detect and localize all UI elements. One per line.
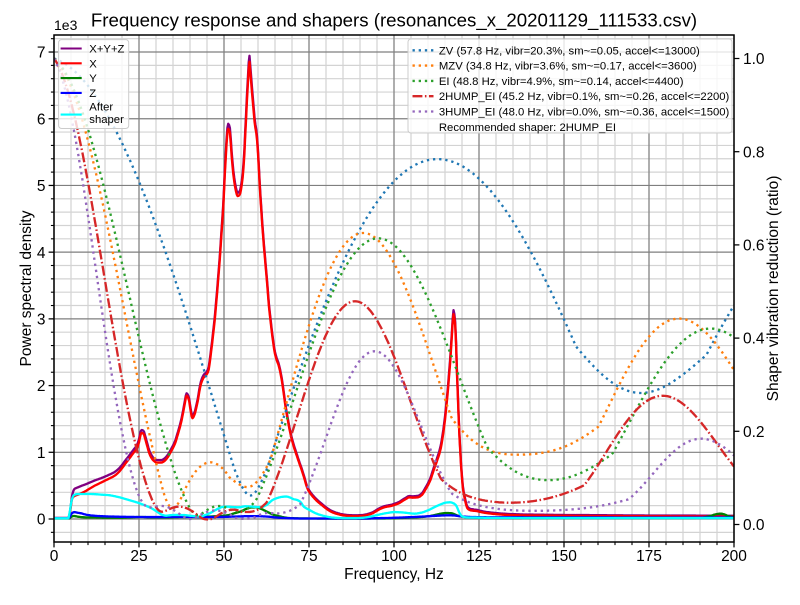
svg-text:0.6: 0.6	[743, 238, 765, 255]
svg-text:Recommended shaper: 2HUMP_EI: Recommended shaper: 2HUMP_EI	[439, 122, 616, 134]
svg-text:4: 4	[37, 245, 46, 262]
svg-text:75: 75	[300, 548, 317, 565]
svg-text:MZV (34.8 Hz, vibr=3.6%, sm~=0: MZV (34.8 Hz, vibr=3.6%, sm~=0.17, accel…	[439, 61, 697, 73]
svg-text:200: 200	[721, 548, 747, 565]
svg-text:6: 6	[37, 111, 46, 128]
svg-text:3HUMP_EI (48.0 Hz, vibr=0.0%,: 3HUMP_EI (48.0 Hz, vibr=0.0%, sm~=0.36, …	[439, 107, 730, 119]
svg-text:0.2: 0.2	[743, 424, 765, 441]
svg-text:0: 0	[50, 548, 59, 565]
svg-text:Z: Z	[89, 88, 96, 100]
svg-text:7: 7	[37, 45, 46, 62]
svg-text:100: 100	[381, 548, 407, 565]
svg-text:Frequency response and shapers: Frequency response and shapers (resonanc…	[91, 10, 697, 32]
svg-text:X+Y+Z: X+Y+Z	[89, 44, 124, 56]
svg-text:3: 3	[37, 312, 46, 329]
svg-text:0.0: 0.0	[743, 517, 765, 534]
svg-text:1: 1	[37, 445, 46, 462]
svg-text:X: X	[89, 58, 97, 70]
svg-text:5: 5	[37, 178, 46, 195]
svg-text:Shaper vibration reduction (ra: Shaper vibration reduction (ratio)	[765, 176, 782, 402]
svg-text:shaper: shaper	[89, 114, 124, 126]
svg-text:175: 175	[636, 548, 662, 565]
svg-text:Power spectral density: Power spectral density	[18, 210, 35, 366]
svg-text:25: 25	[130, 548, 147, 565]
svg-text:After: After	[89, 101, 113, 113]
svg-text:0.4: 0.4	[743, 331, 765, 348]
svg-text:50: 50	[215, 548, 233, 565]
svg-text:Frequency, Hz: Frequency, Hz	[344, 566, 444, 583]
svg-text:1e3: 1e3	[54, 17, 78, 33]
svg-text:150: 150	[551, 548, 577, 565]
svg-text:ZV (57.8 Hz, vibr=20.3%, sm~=0: ZV (57.8 Hz, vibr=20.3%, sm~=0.05, accel…	[439, 45, 700, 57]
svg-text:2HUMP_EI (45.2 Hz, vibr=0.1%,: 2HUMP_EI (45.2 Hz, vibr=0.1%, sm~=0.26, …	[439, 91, 730, 103]
svg-text:125: 125	[466, 548, 492, 565]
svg-text:EI (48.8 Hz, vibr=4.9%, sm~=0.: EI (48.8 Hz, vibr=4.9%, sm~=0.14, accel<…	[439, 76, 684, 88]
svg-text:1.0: 1.0	[743, 51, 765, 68]
svg-text:2: 2	[37, 378, 46, 395]
svg-text:0: 0	[37, 512, 46, 529]
svg-text:Y: Y	[89, 73, 97, 85]
svg-text:0.8: 0.8	[743, 144, 765, 161]
